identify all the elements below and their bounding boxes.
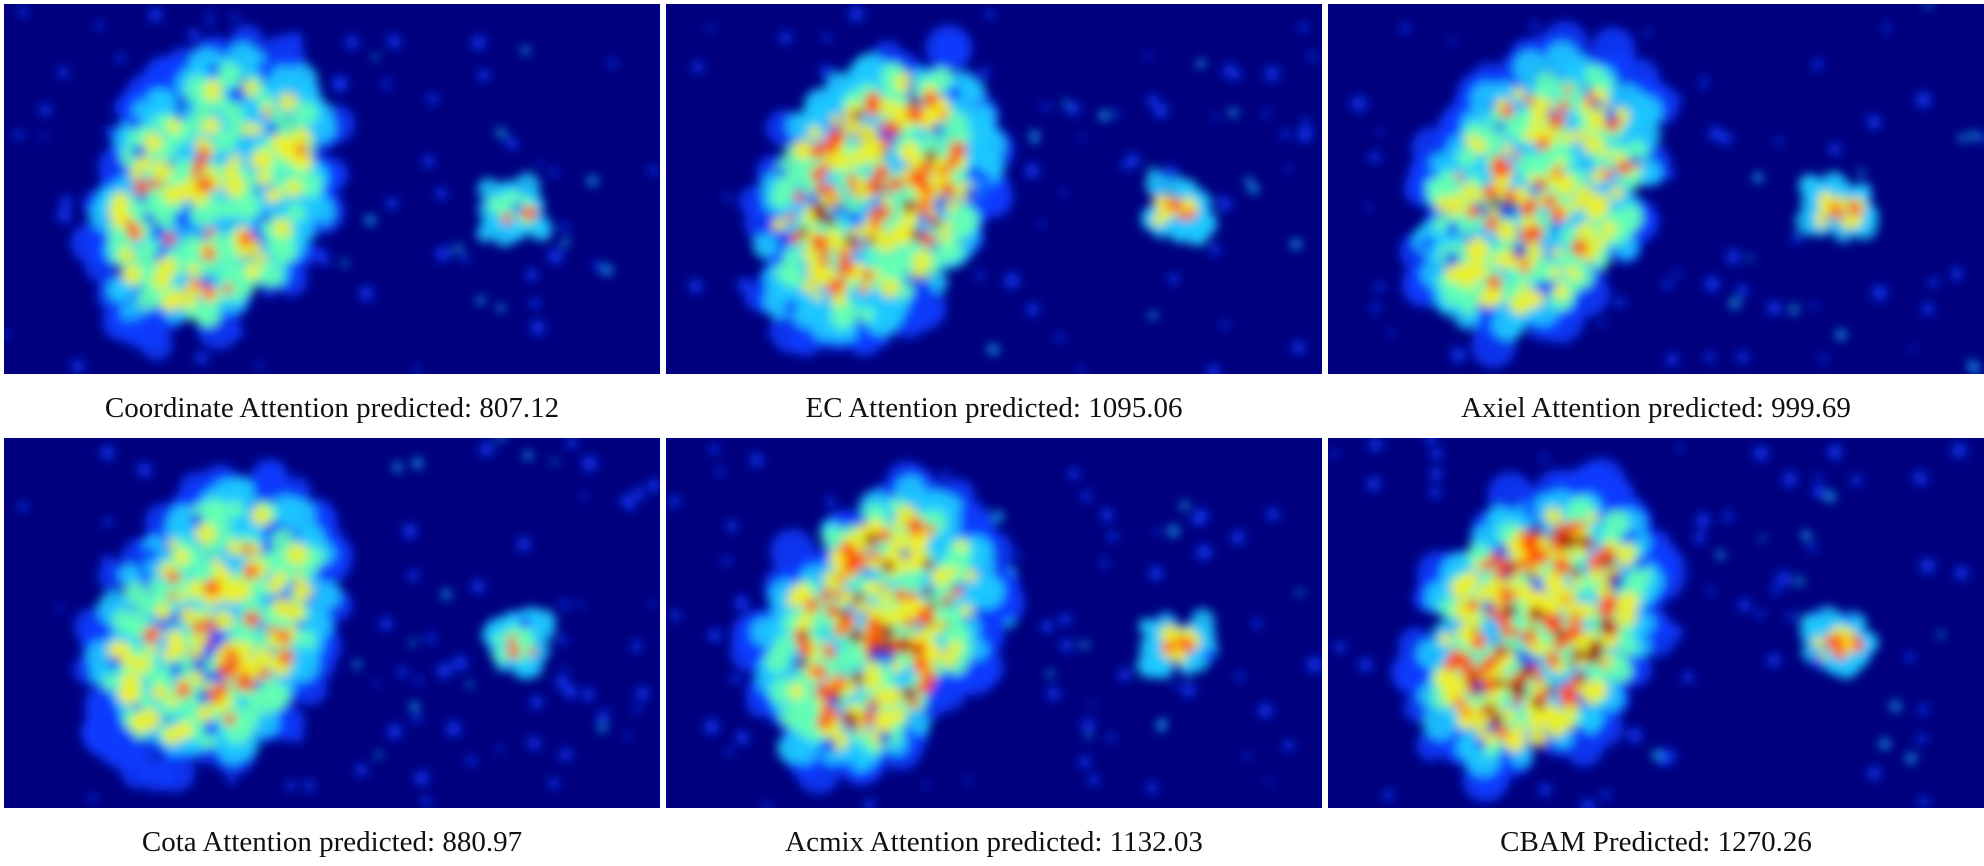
heatmap-image-1 [4, 6, 659, 374]
heatmap-panel-4 [4, 438, 660, 808]
heatmap-panel-6 [1328, 438, 1984, 808]
heatmap-panel-5 [666, 438, 1322, 808]
heatmap-panel-1 [4, 4, 660, 374]
caption-acmix-attention: Acmix Attention predicted: 1132.03 [785, 826, 1203, 858]
heatmap-panel-3 [1328, 4, 1984, 374]
heatmap-image-3 [1351, 4, 1984, 374]
heatmap-image-5 [669, 444, 1322, 808]
heatmap-image-2 [688, 6, 1318, 374]
caption-cota-attention: Cota Attention predicted: 880.97 [141, 826, 523, 858]
heatmap-image-6 [1329, 438, 1969, 808]
heatmap-panel-2 [666, 4, 1322, 374]
caption-axiel-attention: Axiel Attention predicted: 999.69 [1461, 392, 1851, 424]
heatmap-image-4 [18, 438, 660, 807]
caption-cbam: CBAM Predicted: 1270.26 [1500, 826, 1812, 858]
caption-ec-attention: EC Attention predicted: 1095.06 [805, 392, 1183, 424]
caption-coordinate-attention: Coordinate Attention predicted: 807.12 [104, 392, 560, 424]
